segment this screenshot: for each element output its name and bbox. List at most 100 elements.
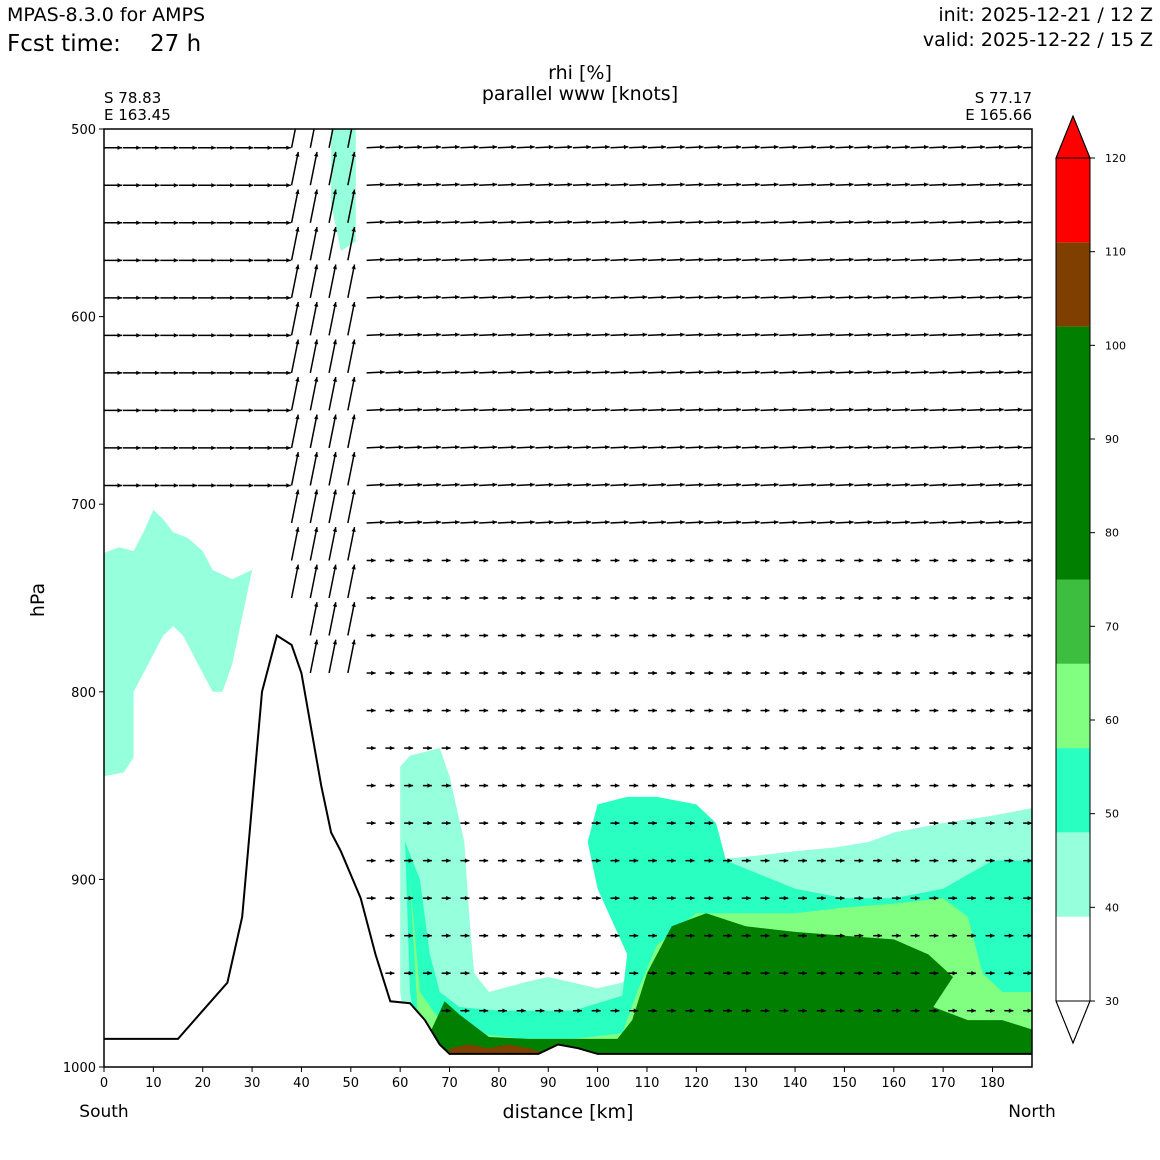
colorbar-segment: [1056, 579, 1090, 664]
wind-vector: [441, 971, 451, 976]
wind-vector: [460, 445, 479, 450]
wind-vector: [497, 407, 516, 412]
wind-vector: [816, 482, 835, 487]
wind-vector: [816, 745, 826, 751]
x-tick-label: 30: [244, 1076, 261, 1091]
wind-vector: [873, 482, 892, 487]
wind-vector: [404, 670, 414, 676]
wind-vector: [535, 407, 554, 412]
wind-vector: [554, 933, 564, 938]
wind-vector: [722, 558, 732, 563]
wind-vector: [366, 745, 376, 751]
wind-vector: [647, 482, 666, 487]
wind-vector: [254, 295, 273, 301]
wind-vector: [666, 332, 685, 337]
wind-vector: [647, 257, 666, 262]
wind-vector: [497, 144, 516, 150]
wind-vector: [760, 520, 779, 525]
wind-vector: [535, 783, 545, 788]
wind-vector: [122, 408, 141, 413]
wind-vector: [816, 332, 835, 337]
wind-vector: [760, 332, 779, 337]
wind-vector: [873, 182, 892, 187]
wind-vector: [816, 820, 826, 826]
wind-vector: [366, 558, 376, 563]
wind-vector: [816, 182, 835, 187]
wind-vector: [835, 294, 854, 300]
wind-vector: [328, 226, 338, 261]
wind-vector: [666, 858, 676, 863]
wind-vector: [104, 258, 122, 263]
wind-vector: [873, 144, 892, 150]
wind-vector: [1004, 1008, 1014, 1013]
wind-vector: [441, 407, 460, 412]
wind-vector: [385, 520, 404, 525]
wind-vector: [216, 483, 235, 488]
wind-vector: [497, 482, 516, 487]
wind-vector: [516, 745, 526, 751]
wind-vector: [948, 1008, 958, 1013]
wind-vector: [572, 407, 591, 412]
wind-vector: [760, 745, 770, 751]
wind-vector: [854, 783, 864, 788]
wind-vector: [910, 933, 920, 938]
colorbar-tick-label: 90: [1105, 433, 1119, 446]
wind-vector: [572, 558, 582, 563]
wind-vector: [497, 633, 507, 638]
wind-vector: [629, 745, 639, 751]
x-tick-label: 120: [684, 1076, 709, 1091]
wind-vector: [854, 558, 864, 563]
wind-vector: [1004, 144, 1023, 150]
wind-vector: [516, 971, 526, 976]
wind-vector: [160, 333, 179, 338]
wind-vector: [835, 895, 845, 901]
wind-vector: [647, 745, 657, 751]
wind-vector: [554, 858, 564, 863]
wind-vector: [309, 301, 319, 336]
wind-vector: [422, 144, 441, 150]
wind-vector: [441, 257, 460, 262]
wind-vector: [985, 633, 995, 638]
wind-vector: [404, 595, 414, 601]
wind-vector: [479, 595, 489, 601]
wind-vector: [1023, 633, 1032, 638]
wind-vector: [798, 670, 808, 676]
wind-vector: [610, 182, 629, 187]
wind-vector: [516, 482, 535, 487]
wind-vector: [741, 482, 760, 487]
wind-vector: [1023, 484, 1032, 487]
wind-vector: [591, 895, 601, 901]
wind-vector: [197, 295, 216, 301]
wind-vector: [366, 219, 385, 225]
wind-vector: [328, 564, 338, 599]
wind-vector: [272, 295, 291, 301]
wind-vector: [760, 558, 770, 563]
wind-vector: [891, 633, 901, 638]
wind-vector: [685, 219, 704, 225]
wind-vector: [554, 745, 564, 751]
wind-vector: [254, 370, 273, 376]
wind-vector: [610, 332, 629, 337]
wind-vector: [591, 558, 601, 563]
wind-vector: [966, 294, 985, 300]
wind-vector: [891, 895, 901, 901]
wind-vector: [366, 182, 385, 187]
chart-title: rhi [%]: [548, 62, 612, 84]
wind-vector: [460, 520, 479, 525]
wind-vector: [741, 595, 751, 601]
wind-vector: [1023, 184, 1032, 187]
y-axis-label: hPa: [27, 583, 49, 617]
wind-vector: [891, 370, 910, 375]
wind-vector: [441, 933, 451, 938]
wind-vector: [554, 558, 564, 563]
wind-vector: [272, 220, 291, 225]
wind-vector: [873, 1008, 883, 1013]
wind-vector: [929, 1008, 939, 1013]
wind-vector: [891, 858, 901, 863]
wind-vector: [835, 257, 854, 262]
wind-vector: [554, 294, 573, 300]
wind-vector: [948, 294, 967, 300]
wind-vector: [629, 633, 639, 638]
x-tick-label: 140: [783, 1076, 808, 1091]
